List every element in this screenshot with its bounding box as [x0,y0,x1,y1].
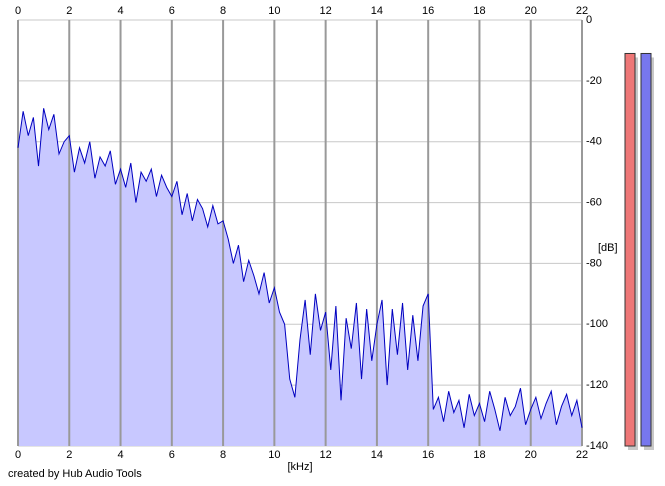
x-tick-label-top: 20 [525,5,537,17]
x-tick-label-bottom: 4 [117,449,123,461]
y-tick-label: -40 [586,136,602,148]
x-tick-label-bottom: 10 [268,449,280,461]
y-tick-label: -140 [586,440,608,452]
x-tick-label-bottom: 22 [576,449,588,461]
x-tick-label-bottom: 14 [371,449,383,461]
x-tick-label-bottom: 2 [66,449,72,461]
y-tick-label: 0 [586,14,592,26]
x-tick-label-top: 6 [169,5,175,17]
x-tick-label-bottom: 8 [220,449,226,461]
x-tick-label-top: 8 [220,5,226,17]
x-tick-label-bottom: 16 [422,449,434,461]
x-tick-label-bottom: 12 [320,449,332,461]
level-meter [624,52,636,447]
y-axis-label: [dB] [598,242,618,254]
level-meter [640,52,652,447]
x-axis-label: [kHz] [287,461,312,473]
x-tick-label-top: 16 [422,5,434,17]
footnote: created by Hub Audio Tools [8,468,142,480]
x-tick-label-top: 12 [320,5,332,17]
spectrum-line [17,108,583,431]
y-tick-label: -80 [586,257,602,269]
y-tick-label: -120 [586,379,608,391]
x-tick-label-top: 10 [268,5,280,17]
y-tick-label: -60 [586,196,602,208]
x-tick-label-bottom: 20 [525,449,537,461]
x-tick-label-bottom: 6 [169,449,175,461]
y-tick-label: -20 [586,75,602,87]
y-tick-label: -100 [586,318,608,330]
x-tick-label-top: 14 [371,5,383,17]
x-tick-label-top: 18 [473,5,485,17]
spectrum-fill [18,108,582,446]
x-tick-label-top: 4 [117,5,123,17]
x-tick-label-bottom: 18 [473,449,485,461]
x-tick-label-top: 22 [576,5,588,17]
x-tick-label-top: 2 [66,5,72,17]
x-tick-label-top: 0 [15,5,21,17]
x-tick-label-bottom: 0 [15,449,21,461]
